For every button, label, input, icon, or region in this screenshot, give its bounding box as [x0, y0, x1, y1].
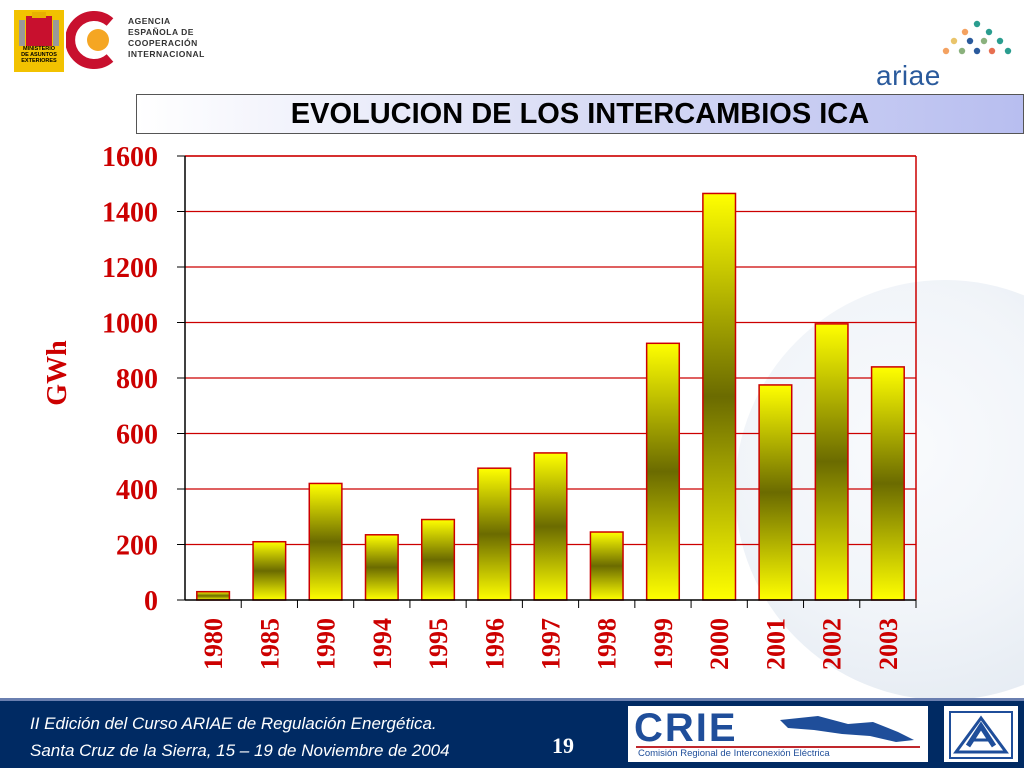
- x-tick-label-2003: 2003: [874, 618, 903, 670]
- y-tick-label-1000: 1000: [102, 309, 158, 340]
- coat-of-arms-icon: [14, 10, 64, 72]
- x-tick-label-1980: 1980: [199, 618, 228, 670]
- bar-1996: [477, 467, 512, 601]
- y-tick-label-600: 600: [116, 420, 158, 451]
- ministry-line-3: EXTERIORES: [21, 58, 57, 64]
- triangle-a-logo-icon: [949, 711, 1013, 759]
- bar-1998: [589, 531, 624, 601]
- x-tick-labels: 1980 1985 1990 1994 1995 1996 1997 1998 1999 2000…: [199, 618, 903, 670]
- bar-2002: [814, 323, 849, 601]
- crie-logo-text: CRIE: [634, 706, 738, 750]
- y-tick-label-0: 0: [144, 586, 158, 617]
- bar-1995: [420, 518, 456, 601]
- x-tick-label-1999: 1999: [649, 618, 678, 670]
- x-tick-label-1995: 1995: [424, 618, 453, 670]
- footer-divider: [0, 698, 1024, 701]
- title-box: EVOLUCION DE LOS INTERCAMBIOS ICA: [136, 94, 1024, 134]
- agency-line-4: INTERNACIONAL: [128, 49, 205, 59]
- x-tick-label-1990: 1990: [312, 618, 341, 670]
- bar-1994: [364, 534, 399, 601]
- axes: [177, 155, 917, 608]
- y-axis-label: GWh: [42, 340, 73, 406]
- x-tick-label-1994: 1994: [368, 618, 397, 670]
- bar-2001: [758, 384, 793, 601]
- x-tick-label-1997: 1997: [537, 618, 566, 670]
- chart-title: EVOLUCION DE LOS INTERCAMBIOS ICA: [290, 97, 870, 130]
- footer-venue-line: Santa Cruz de la Sierra, 15 – 19 de Novi…: [30, 741, 450, 760]
- crie-underline: [636, 746, 920, 748]
- y-tick-label-200: 200: [116, 531, 158, 562]
- y-tick-label-400: 400: [116, 475, 158, 506]
- x-tick-label-2001: 2001: [761, 618, 790, 670]
- y-tick-label-1600: 1600: [102, 142, 158, 173]
- ministry-line-1: MINISTERIO: [22, 46, 56, 52]
- y-tick-labels: 0 200 400 600 800 1000 1200 1400 1600: [102, 142, 158, 617]
- y-tick-label-800: 800: [116, 364, 158, 395]
- bars: [196, 192, 905, 601]
- bar-1990: [308, 482, 343, 601]
- crie-logo: CRIE Comisión Regional de Interconexión …: [628, 706, 928, 762]
- central-america-map-icon: [780, 716, 914, 742]
- agency-line-2: ESPAÑOLA DE: [128, 27, 194, 37]
- page-number: 19: [552, 733, 574, 758]
- x-tick-label-1985: 1985: [255, 618, 284, 670]
- y-tick-label-1200: 1200: [102, 253, 158, 284]
- bar-2003: [870, 366, 905, 601]
- bar-1985: [252, 540, 287, 601]
- footer-course-line: II Edición del Curso ARIAE de Regulación…: [30, 714, 437, 733]
- agency-line-3: COOPERACIÓN: [128, 38, 198, 48]
- x-tick-label-1996: 1996: [480, 618, 509, 670]
- agency-line-1: AGENCIA: [128, 16, 171, 26]
- bar-1997: [533, 452, 568, 601]
- ministry-label: MINISTERIO DE ASUNTOS EXTERIORES: [16, 46, 62, 64]
- ministry-line-2: DE ASUNTOS: [21, 52, 57, 58]
- bar-1999: [645, 342, 681, 601]
- bar-2000: [702, 192, 737, 601]
- agency-label: AGENCIA ESPAÑOLA DE COOPERACIÓN INTERNAC…: [128, 16, 205, 60]
- aeci-logo-icon: [66, 11, 114, 69]
- crie-subtitle: Comisión Regional de Interconexión Eléct…: [638, 748, 830, 759]
- ariae-label: ariae: [876, 60, 941, 91]
- bar-1980: [196, 590, 231, 601]
- regulator-logo: [944, 706, 1018, 762]
- ariae-dots-icon: [942, 20, 1012, 55]
- y-tick-label-1400: 1400: [102, 198, 158, 229]
- x-tick-label-1998: 1998: [593, 618, 622, 670]
- x-tick-label-2000: 2000: [705, 618, 734, 670]
- x-tick-label-2002: 2002: [818, 618, 847, 670]
